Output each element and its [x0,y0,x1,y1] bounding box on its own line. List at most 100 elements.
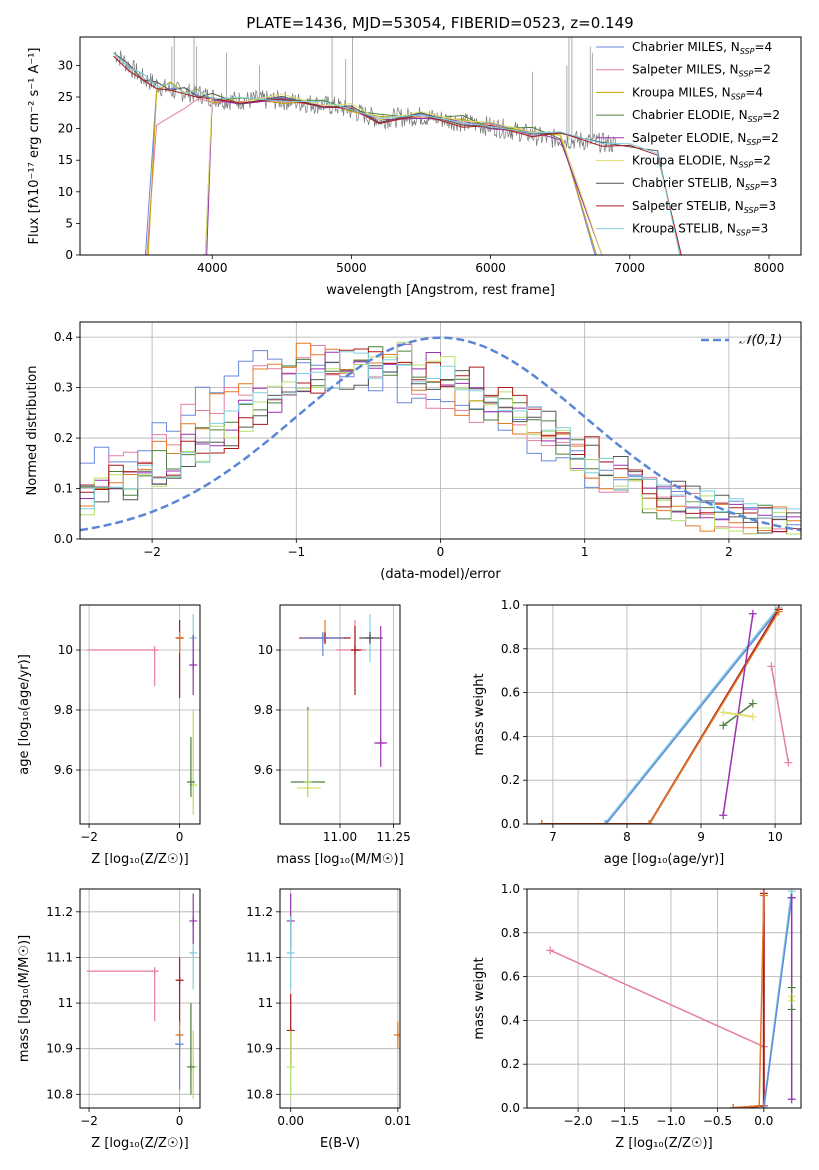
data-point-5 [189,916,198,925]
weight-point [759,891,768,900]
plot-area [280,889,400,1108]
y-tick-label: 0.0 [501,817,520,831]
y-tick-label: 10 [58,643,73,657]
plot-area [80,605,200,824]
y-tick-label: 0.0 [501,1101,520,1115]
x-tick-label: 11.00 [323,830,357,844]
weight-series-2 [733,895,765,1108]
model-series-2 [147,81,597,255]
plot-area [113,37,682,255]
y-tick-label: 1.0 [501,598,520,612]
weight-point [546,946,555,955]
legend-label: Chabrier MILES, NSSP=4 [632,40,772,56]
legend-label: Kroupa ELODIE, NSSP=2 [632,154,771,170]
x-tick-label: −2 [80,830,98,844]
weight-series-5 [770,666,790,763]
weight-point [787,983,796,992]
y-axis-label: mass weight [472,673,487,755]
x-tick-label: −1.0 [656,1114,685,1128]
y-tick-label: 11.2 [46,905,73,919]
weight-series-1 [605,608,780,824]
y-tick-label: 10.9 [246,1042,273,1056]
x-tick-label: 0 [176,1114,184,1128]
y-tick-label: 25 [58,90,73,104]
y-tick-label: 11 [58,996,73,1010]
weight-point [755,1101,764,1108]
y-axis-label: mass weight [472,957,487,1039]
axes-mass-weight-vs-Z: −2.0 −1.5 −1.0 −0.5 0.0 0.0 0.2 0.4 0.6 0.8 1.0 Z [… [472,882,802,1151]
y-axis-label: Normed distribution [25,366,40,496]
data-point-4 [393,1031,400,1039]
x-tick-label: 0.0 [754,1114,773,1128]
weight-point [645,820,654,824]
data-point-7 [376,739,385,747]
data-point-2 [318,634,327,642]
y-tick-label: 0.6 [501,686,520,700]
y-tick-label: 0.3 [54,381,73,395]
axes-spectrum: 4000 5000 6000 7000 8000 0 5 10 15 20 25 30 waveleng… [27,36,802,298]
axes-mass-weight-vs-age: 7 8 9 10 0.0 0.2 0.4 0.6 0.8 1.0 age [log₁₀(age/yr… [472,598,802,867]
axes-age-vs-mass: 11.00 11.25 9.6 9.8 10 mass [log₁₀(M/M☉)] [254,604,411,867]
data-point-2 [175,634,184,642]
y-tick-label: 0.2 [501,773,520,787]
histogram-series-8 [80,351,801,519]
x-tick-label: 4000 [197,261,228,275]
data-point-7 [186,1062,195,1071]
x-tick-label: 5000 [336,261,367,275]
histogram-series-0 [80,350,801,526]
x-tick-label: 8000 [754,261,785,275]
y-tick-label: 1.0 [501,882,520,896]
plot-area [527,605,801,824]
legend-label: Chabrier ELODIE, NSSP=2 [632,108,780,124]
data-point-3 [175,1040,184,1049]
weight-point [600,820,609,824]
x-axis-label: mass [log₁₀(M/M☉)] [276,852,403,867]
histogram-series-1 [80,345,801,535]
weight-point [602,820,611,824]
x-axis-label: wavelength [Angstrom, rest frame] [326,283,555,298]
x-axis-label: Z [log₁₀(Z/Z☉)] [91,852,188,867]
model-series-6 [113,52,681,255]
weight-point [767,662,776,671]
y-tick-label: 0.2 [54,431,73,445]
data-point-0 [150,967,159,976]
data-point-0 [150,646,159,654]
x-tick-label: 9 [697,830,705,844]
x-tick-label: 7 [549,830,557,844]
y-tick-label: 0.0 [54,532,73,546]
x-tick-label: 1 [581,545,589,559]
legend-label: 𝒩(0,1) [739,333,782,348]
weight-point [787,1095,796,1104]
y-tick-label: 9.8 [254,703,273,717]
x-tick-label: 0 [437,545,445,559]
legend-label: Salpeter MILES, NSSP=2 [632,63,771,79]
legend-label: Kroupa STELIB, NSSP=3 [632,222,768,238]
x-tick-label: 0.01 [384,1114,411,1128]
data-point-1 [286,948,295,957]
x-tick-label: 10 [767,830,782,844]
weight-series-0 [604,606,780,824]
y-tick-label: 20 [58,122,73,136]
weight-point [719,721,728,730]
x-tick-label: −0.5 [703,1114,732,1128]
legend-label: Chabrier STELIB, NSSP=3 [632,176,777,192]
y-tick-label: 10.8 [246,1087,273,1101]
weight-series-7 [723,711,754,718]
axes-frame [279,888,401,1109]
axes-frame [79,36,802,256]
weight-series-0 [549,949,765,1048]
model-series-8 [113,52,681,255]
weight-point [774,607,783,616]
weight-series-2 [541,608,780,824]
axes-frame [526,888,802,1109]
figure-title: PLATE=1436, MJD=53054, FIBERID=0523, z=0… [246,14,633,32]
plot-area [80,889,200,1108]
y-tick-label: 0.1 [54,482,73,496]
data-point-4 [189,948,198,957]
plot-area [80,322,801,539]
model-series-7 [113,55,682,255]
weight-point [748,609,757,618]
weight-point [537,820,546,824]
x-tick-label: 6000 [475,261,506,275]
